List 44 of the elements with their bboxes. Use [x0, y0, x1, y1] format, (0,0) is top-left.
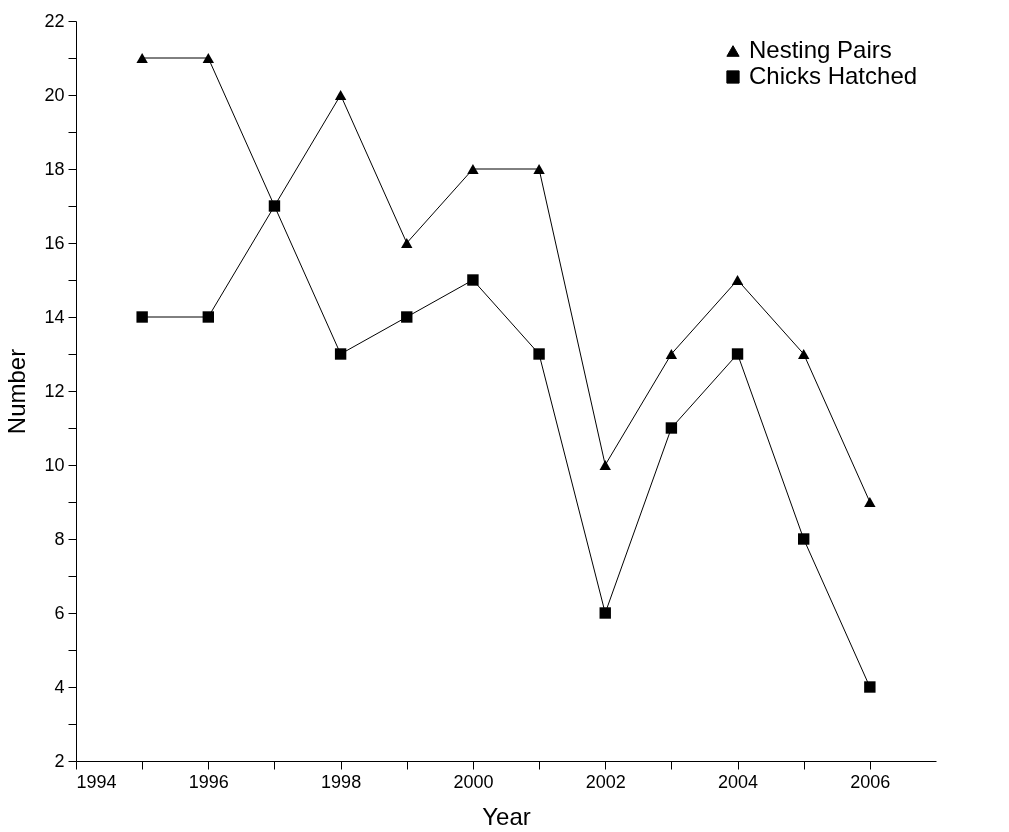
point [599, 607, 611, 619]
x-tick-label: 1998 [321, 771, 362, 792]
y-tick-label: 12 [44, 380, 65, 401]
y-tick-label: 4 [54, 676, 65, 697]
point [202, 53, 215, 63]
x-tick-label: 1996 [188, 771, 229, 792]
point [665, 349, 678, 359]
point [467, 274, 479, 286]
point [202, 311, 215, 323]
point [731, 275, 744, 285]
legend-label: Chicks Hatched [749, 62, 918, 89]
y-tick-label: 6 [54, 602, 65, 623]
point [136, 53, 148, 63]
y-tick-label: 16 [44, 232, 65, 253]
y-tick-label: 14 [44, 306, 65, 327]
x-tick-label: 2006 [850, 771, 891, 792]
y-axis-title: Number [3, 348, 31, 435]
point [599, 460, 611, 470]
point [334, 90, 347, 100]
x-tick-label: 2000 [453, 771, 494, 792]
x-tick-label: 1994 [76, 771, 117, 792]
y-tick-label: 8 [54, 528, 65, 549]
x-tick-label: 2004 [718, 771, 759, 792]
point [467, 164, 479, 174]
y-tick-label: 22 [44, 10, 65, 31]
point [401, 311, 413, 323]
x-tick-label: 2002 [585, 771, 626, 792]
point [533, 164, 545, 174]
point [731, 348, 744, 360]
y-tick-label: 18 [44, 158, 65, 179]
point [665, 422, 678, 434]
point [401, 238, 413, 248]
x-axis-title: Year [482, 802, 531, 830]
y-tick-label: 10 [44, 454, 65, 475]
point [136, 311, 148, 323]
y-tick-label: 20 [44, 84, 65, 105]
point [334, 348, 347, 360]
point [797, 349, 810, 359]
point [533, 348, 545, 360]
point [797, 533, 810, 545]
legend-label: Nesting Pairs [749, 36, 892, 63]
y-tick-label: 2 [54, 750, 65, 771]
point [864, 681, 876, 693]
point [864, 497, 876, 507]
